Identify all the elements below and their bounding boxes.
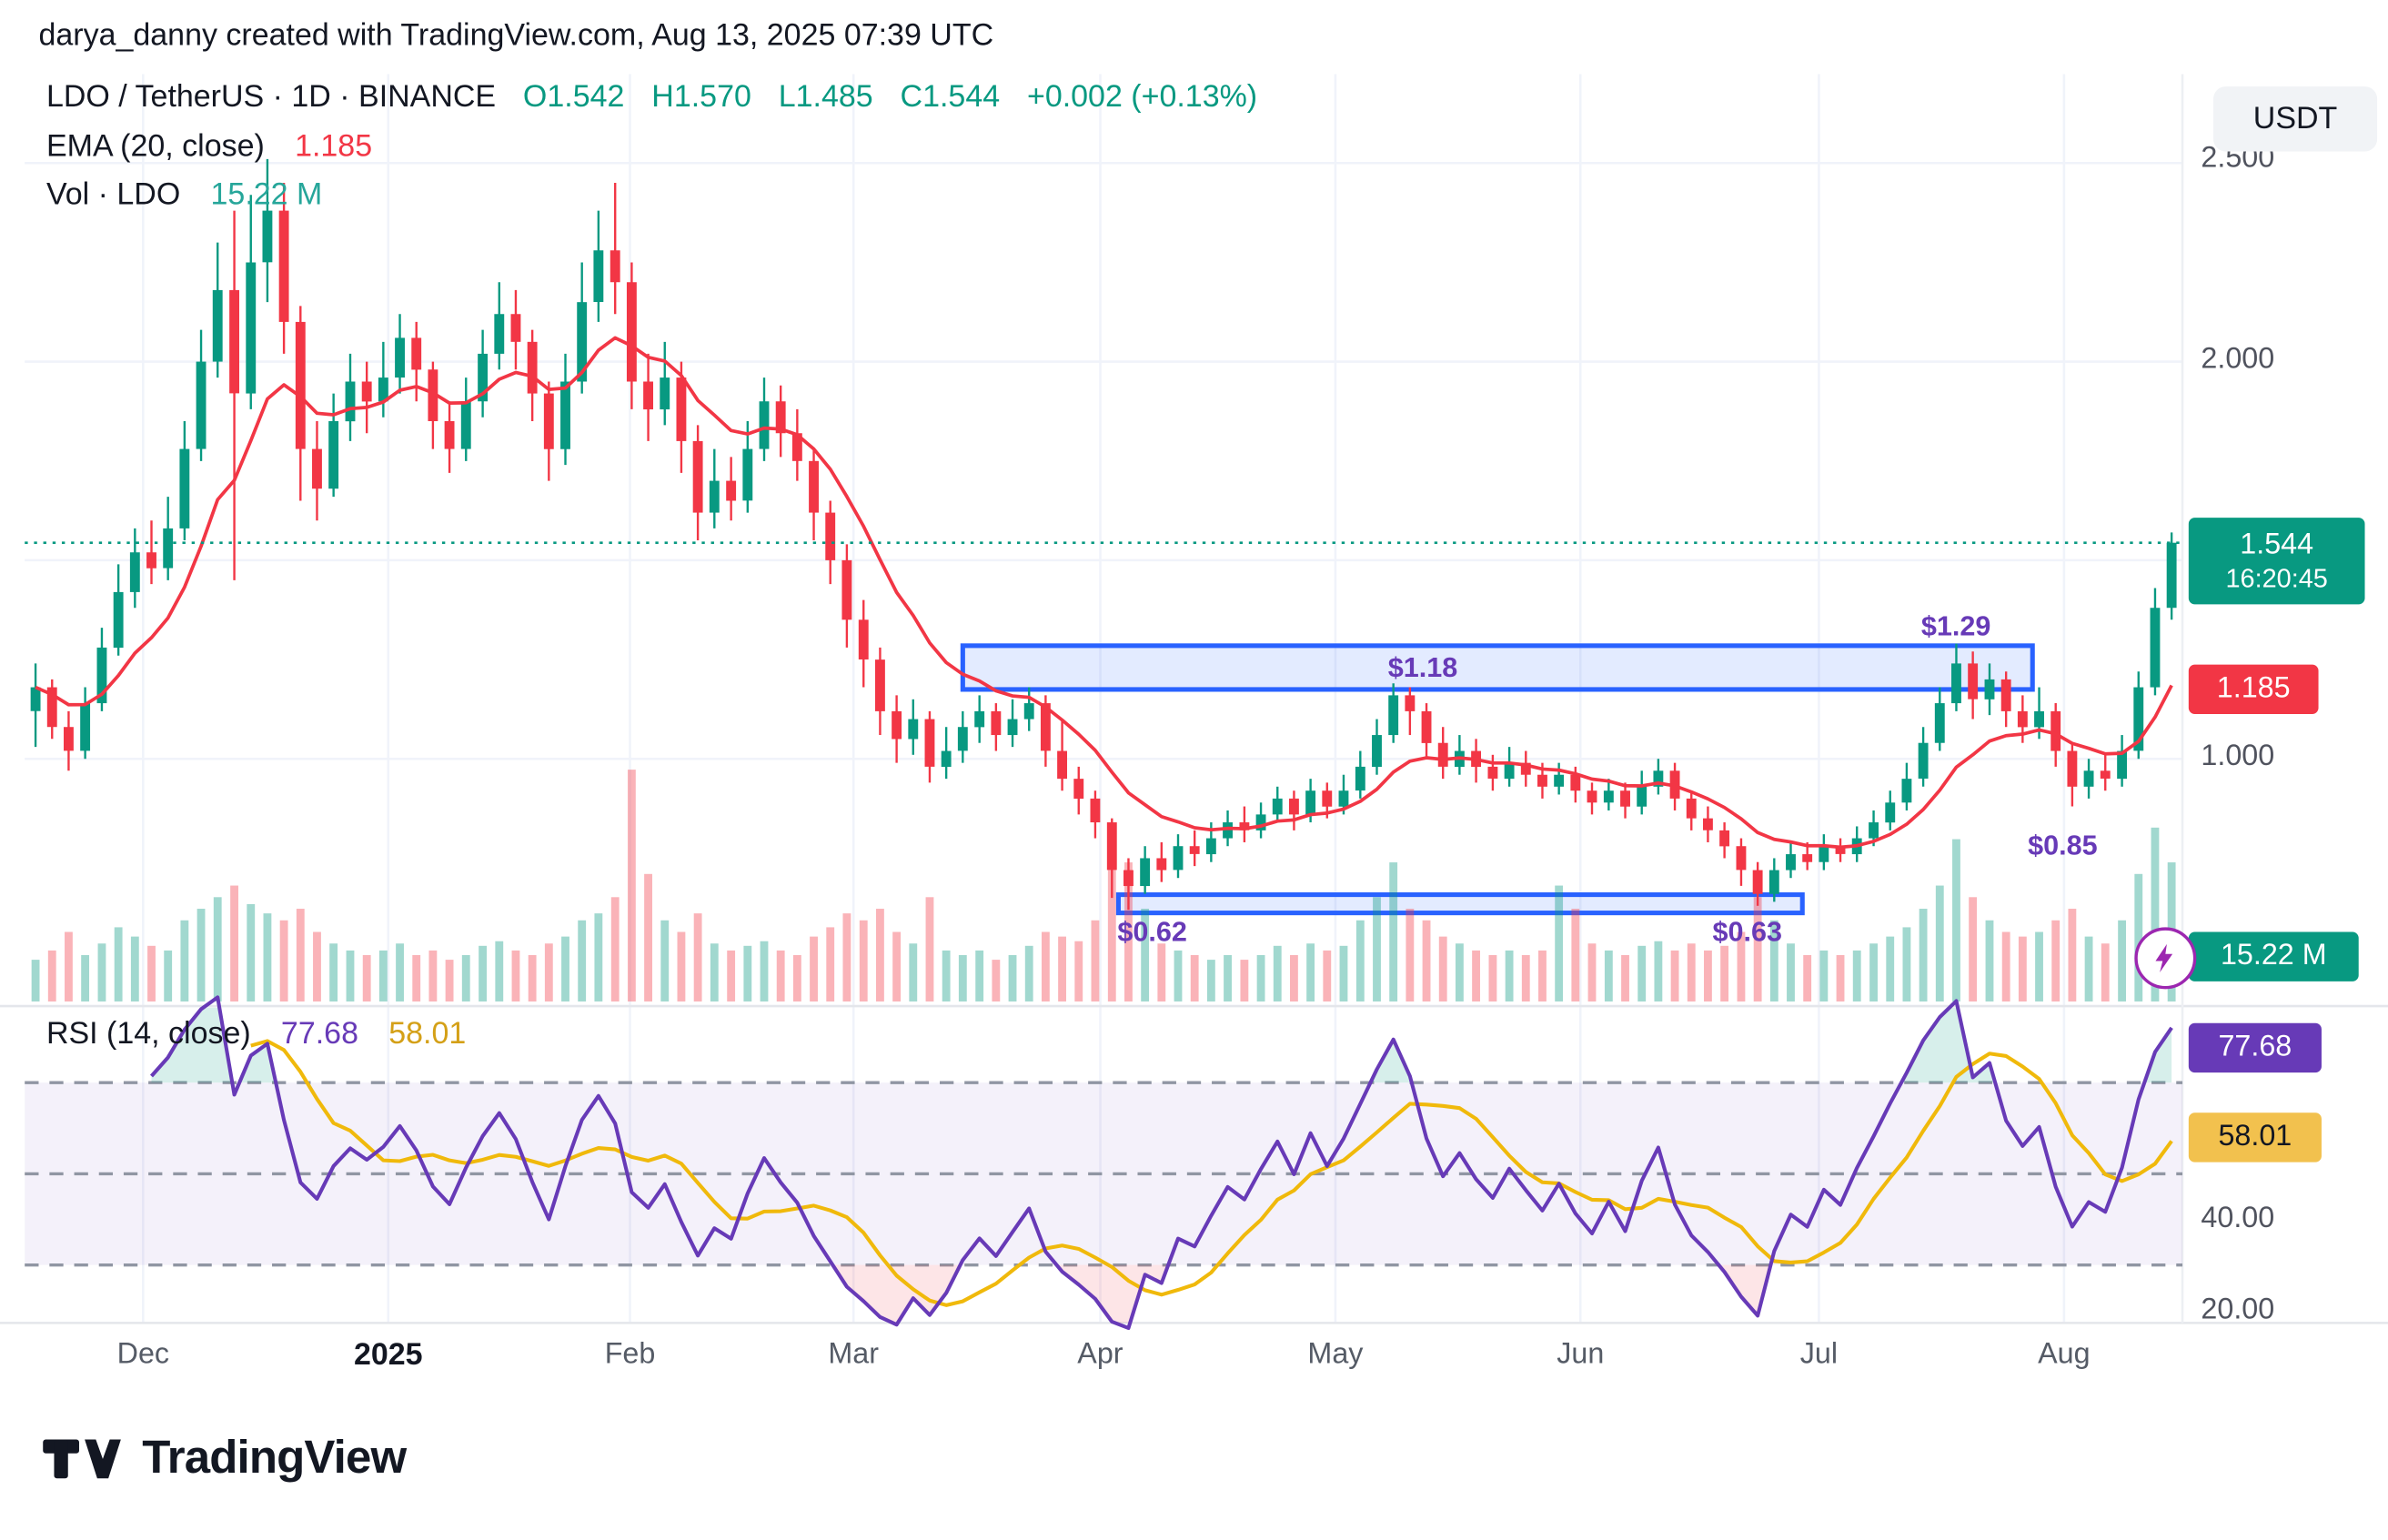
low-value: L1.485	[778, 80, 873, 115]
symbol-title: LDO / TetherUS · 1D · BINANCE	[45, 80, 497, 115]
rsi-ma-value-badge: 58.01	[2188, 1112, 2322, 1163]
x-axis-label-may: May	[1307, 1338, 1364, 1372]
grid-layer	[0, 74, 2388, 1324]
support-right-label[interactable]: $0.63	[1712, 916, 1783, 948]
rsi-tick-40: 40.00	[2201, 1202, 2275, 1235]
ema-price-badge: 1.185	[2188, 664, 2319, 714]
lightning-bolt-icon	[2155, 943, 2173, 972]
x-axis-label-jun: Jun	[1557, 1338, 1605, 1372]
ema-legend: EMA (20, close) 1.185	[46, 130, 372, 166]
attribution-text: darya_danny created with TradingView.com…	[38, 18, 994, 53]
breakout-high-label[interactable]: $1.29	[1920, 610, 1991, 642]
volume-label: Vol · LDO	[45, 177, 181, 212]
volume-legend: Vol · LDO 15.22 M	[46, 177, 322, 213]
x-axis-label-2025: 2025	[353, 1338, 423, 1373]
tradingview-wordmark: TradingView	[142, 1433, 407, 1485]
rsi-ma-value: 58.01	[388, 1016, 467, 1052]
ema-value: 1.185	[295, 129, 373, 165]
rsi-tick-20: 20.00	[2201, 1293, 2275, 1326]
symbol-legend: LDO / TetherUS · 1D · BINANCE O1.542 H1.…	[46, 80, 1257, 116]
x-axis-label-jul: Jul	[1799, 1338, 1839, 1372]
high-value: H1.570	[651, 80, 751, 115]
rsi-ma-line	[250, 1039, 2173, 1307]
instant-order-button[interactable]	[2134, 927, 2197, 990]
rsi-legend: RSI (14, close) 77.68 58.01	[46, 1017, 466, 1052]
volume-badge: 15.22 M	[2188, 931, 2359, 981]
support-resistance-zones[interactable]	[960, 643, 2035, 916]
rsi-value-badge: 77.68	[2188, 1022, 2322, 1073]
x-axis-label-apr: Apr	[1077, 1338, 1123, 1372]
volume-bars	[31, 770, 2176, 1002]
resistance-zone-label[interactable]: $1.18	[1387, 651, 1458, 683]
last-price-badge: 1.544 16:20:45	[2188, 518, 2365, 605]
x-axis-label-dec: Dec	[116, 1338, 170, 1372]
rsi-overbought-fill	[151, 1007, 2172, 1083]
support-left-label[interactable]: $0.62	[1117, 916, 1187, 948]
rsi-value: 77.68	[280, 1016, 358, 1052]
price-tick-2000: 2.000	[2201, 343, 2275, 376]
ema-label: EMA (20, close)	[45, 129, 265, 165]
bar-countdown: 16:20:45	[2225, 564, 2328, 594]
x-axis-label-feb: Feb	[604, 1338, 656, 1372]
change-value: +0.002 (+0.13%)	[1026, 80, 1258, 115]
rsi-line	[149, 995, 2173, 1331]
price-tick-1000: 1.000	[2201, 740, 2275, 773]
volume-value: 15.22 M	[210, 177, 323, 212]
open-value: O1.542	[522, 80, 625, 115]
pullback-label[interactable]: $0.85	[2028, 830, 2098, 861]
last-price-value: 1.544	[2240, 528, 2314, 560]
x-axis-label-aug: Aug	[2038, 1338, 2091, 1372]
x-axis-label-mar: Mar	[828, 1338, 880, 1372]
price-chart-canvas[interactable]	[0, 0, 2388, 1406]
rsi-label: RSI (14, close)	[45, 1016, 251, 1052]
close-value: C1.544	[900, 80, 1001, 115]
tradingview-logo[interactable]: TradingView	[40, 1428, 407, 1490]
rsi-oversold-fill	[832, 1264, 1771, 1324]
ema-line	[35, 336, 2173, 850]
tradingview-logo-icon	[43, 1439, 121, 1479]
candles-layer	[30, 158, 2177, 911]
currency-toggle-button[interactable]: USDT	[2213, 86, 2378, 152]
